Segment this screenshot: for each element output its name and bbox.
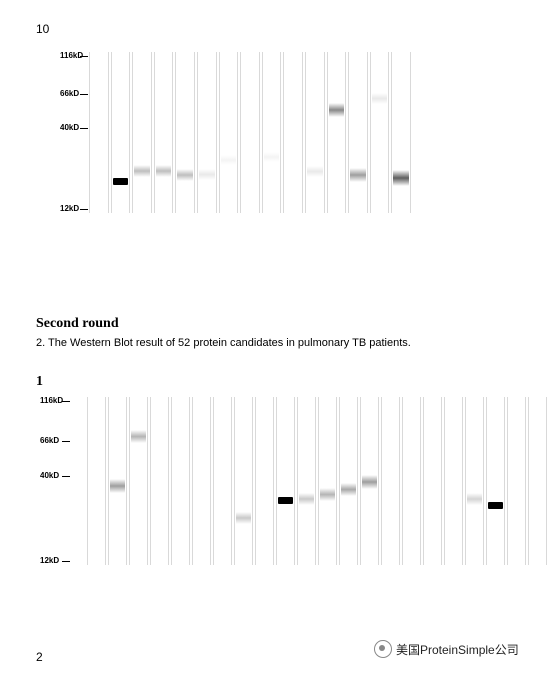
protein-band	[220, 154, 237, 165]
blot-lane	[240, 52, 260, 213]
watermark-text: 美国ProteinSimple公司	[396, 642, 519, 657]
blot-lane	[360, 397, 379, 565]
mw-marker-tick	[80, 127, 88, 129]
blot-lane	[255, 397, 274, 565]
section-title: Second round	[36, 316, 119, 331]
mw-marker-tick	[80, 56, 88, 57]
protein-band	[110, 478, 125, 493]
blot-lane	[87, 397, 106, 565]
protein-band	[371, 92, 388, 104]
blot-lane	[465, 397, 484, 565]
mw-marker-label: 40kD	[60, 122, 80, 132]
mw-marker-label: 12kD	[60, 204, 80, 213]
mw-marker-label: 116kD	[40, 396, 64, 405]
blot-lane	[391, 52, 411, 213]
blot-lane	[486, 397, 505, 565]
protein-band	[362, 474, 377, 489]
page-number-bottom: 2	[36, 650, 43, 664]
protein-band	[131, 430, 146, 444]
watermark: 美国ProteinSimple公司	[374, 640, 519, 658]
mw-marker-label: 12kD	[40, 556, 60, 565]
blot-lane	[348, 52, 368, 213]
blot-lane	[197, 52, 217, 213]
protein-band	[307, 165, 323, 177]
wechat-icon	[374, 640, 392, 658]
protein-band	[263, 151, 280, 162]
protein-band	[328, 103, 345, 118]
mw-marker-label: 116kD	[60, 51, 84, 60]
protein-band	[488, 502, 503, 510]
protein-band	[350, 167, 366, 182]
blot-lane	[507, 397, 526, 565]
protein-band	[155, 165, 172, 178]
blot-lane	[175, 52, 195, 213]
blot-lane	[213, 397, 232, 565]
blot-lane	[402, 397, 421, 565]
protein-band	[467, 492, 482, 505]
figure-caption: 2. The Western Blot result of 52 protein…	[36, 337, 411, 349]
mw-marker-tick	[80, 94, 88, 96]
mw-marker-tick	[62, 561, 70, 562]
blot-lane	[283, 52, 303, 213]
blot-lane	[369, 52, 390, 213]
blot-lane	[528, 397, 547, 565]
blot-lane	[297, 397, 316, 565]
blot-lane	[108, 397, 127, 565]
mw-marker-label: 66kD	[40, 435, 60, 445]
blot-lane	[318, 397, 337, 565]
blot-lane	[89, 52, 109, 213]
protein-band	[320, 487, 335, 501]
blot-lane	[339, 397, 358, 565]
blot-lane	[129, 397, 148, 565]
protein-band	[236, 512, 251, 525]
blot-lane	[171, 397, 190, 565]
blot-lane	[305, 52, 325, 213]
panel-number: 1	[36, 374, 43, 389]
blot-lane	[153, 52, 174, 213]
protein-band	[278, 497, 293, 505]
blot-lane	[132, 52, 152, 213]
mw-marker-tick	[80, 209, 88, 210]
blot-lane	[261, 52, 282, 213]
protein-band	[341, 483, 356, 497]
mw-marker-label: 66kD	[60, 89, 80, 99]
blot-lane	[423, 397, 442, 565]
blot-lane	[192, 397, 211, 565]
protein-band	[299, 492, 314, 505]
mw-marker-tick	[62, 401, 70, 402]
blot-lane	[150, 397, 169, 565]
blot-lane	[381, 397, 400, 565]
blot-lane	[110, 52, 131, 213]
page-number-top: 10	[36, 22, 50, 36]
blot-lane	[444, 397, 463, 565]
protein-band	[134, 165, 150, 178]
blot-lane	[326, 52, 347, 213]
protein-band	[177, 168, 193, 181]
mw-marker-label: 40kD	[40, 471, 60, 481]
protein-band	[112, 177, 129, 185]
protein-band	[199, 169, 215, 181]
blot-lane	[276, 397, 295, 565]
mw-marker-tick	[62, 440, 70, 442]
mw-marker-tick	[62, 476, 70, 478]
protein-band	[393, 170, 409, 186]
blot-lane	[218, 52, 239, 213]
blot-lane	[234, 397, 253, 565]
